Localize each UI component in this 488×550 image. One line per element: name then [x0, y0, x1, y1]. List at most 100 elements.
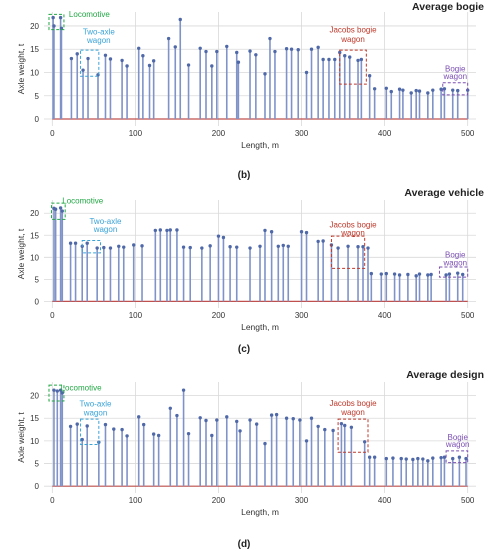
stem-marker — [417, 272, 422, 276]
stem-marker — [397, 87, 402, 91]
plot-area — [44, 12, 476, 126]
x-tick-label: 400 — [378, 311, 392, 320]
panel-caption: (d) — [238, 539, 251, 550]
stem-marker — [451, 456, 455, 461]
stem-marker — [426, 273, 430, 277]
annotation-box — [81, 240, 101, 254]
stem-marker — [225, 415, 229, 419]
y-axis-label: Axle weight, t — [16, 412, 26, 463]
stem-marker — [52, 388, 56, 392]
stem-marker — [343, 423, 347, 428]
stem-marker — [132, 243, 136, 247]
x-tick-label: 100 — [129, 129, 143, 138]
stem-marker — [208, 244, 212, 248]
stem-marker — [141, 422, 146, 427]
stem-marker — [103, 422, 108, 427]
stem-marker — [316, 424, 320, 429]
stem-marker — [339, 421, 344, 426]
stem-marker — [284, 416, 289, 420]
stem-marker — [58, 206, 63, 210]
annotation-label-line: wagon — [442, 72, 467, 81]
stem-marker — [117, 244, 121, 248]
stem-marker — [215, 49, 219, 54]
annotation-label: Bogie wagon — [442, 65, 467, 81]
x-tick-label: 300 — [295, 496, 309, 505]
stem-marker — [274, 412, 279, 417]
stem-marker — [51, 15, 55, 20]
stem-marker — [80, 437, 84, 442]
stem-marker — [429, 272, 433, 277]
stem-marker — [456, 271, 460, 275]
stem-marker — [343, 54, 347, 58]
stem-marker — [181, 388, 186, 392]
stem-marker — [52, 24, 56, 28]
annotation-label-line: wagon — [340, 35, 365, 44]
chart-panel-1: 0 100 200 300 400 500 0 5 10 15 20 Length, m Axle we… — [16, 1, 484, 181]
stem-marker — [140, 244, 144, 248]
y-axis-label: Axle weight, t — [16, 228, 26, 279]
stem-marker — [331, 428, 335, 433]
y-axis-label: Axle weight, t — [16, 43, 26, 94]
annotation-label-line: Jacobs bogie — [329, 220, 377, 229]
stem-marker — [421, 457, 425, 461]
stem-marker — [248, 49, 252, 53]
stem-marker — [86, 56, 90, 61]
stem-marker — [210, 433, 214, 438]
x-tick-label: 500 — [461, 311, 475, 320]
stem-marker — [186, 431, 191, 436]
stem-marker — [439, 87, 443, 91]
stem-marker — [384, 271, 388, 276]
stem-marker — [108, 246, 113, 250]
stem-marker — [186, 63, 191, 67]
stem-marker — [125, 434, 129, 438]
stem-marker — [238, 429, 242, 433]
x-tick-label: 100 — [129, 311, 143, 320]
stem-marker — [304, 70, 309, 75]
stem-marker — [69, 56, 74, 61]
stem-marker — [75, 52, 79, 56]
stem-marker — [404, 457, 408, 461]
stem-marker — [284, 47, 289, 51]
stem-marker — [125, 64, 129, 68]
stem-marker — [216, 234, 221, 238]
y-tick-label: 15 — [30, 45, 39, 54]
stem-marker — [447, 272, 452, 276]
stem-marker — [367, 455, 372, 459]
annotation-label: Jacobs bogie wagon — [329, 25, 377, 43]
y-tick-label: 15 — [30, 231, 39, 240]
stem-marker — [309, 47, 314, 51]
stem-marker — [426, 91, 430, 95]
stem-marker — [156, 433, 161, 438]
annotation-label: Two-axle wagon — [89, 217, 122, 234]
stem-marker — [235, 419, 239, 424]
stem-marker — [348, 55, 352, 59]
x-tick-label: 0 — [50, 496, 55, 505]
stem-marker — [299, 230, 304, 234]
stem-marker — [461, 272, 465, 277]
stem-marker — [362, 440, 367, 444]
y-tick-label: 5 — [35, 92, 40, 101]
stem-marker — [168, 228, 172, 232]
stem-marker — [188, 245, 192, 250]
annotation-label-line: wagon — [340, 229, 365, 238]
stem-marker — [304, 439, 309, 443]
stem-marker — [228, 245, 232, 249]
stem-marker — [349, 425, 354, 430]
stem-marker — [175, 228, 179, 232]
stem-marker — [55, 389, 59, 393]
stem-marker — [389, 89, 393, 94]
x-axis-label: Length, m — [241, 507, 279, 517]
stem-marker — [204, 49, 208, 54]
stem-marker — [333, 57, 337, 62]
annotation-label: Two-axle wagon — [83, 27, 116, 45]
annotation-label-line: wagon — [83, 409, 108, 418]
stem-marker — [321, 57, 325, 62]
stem-marker — [359, 57, 364, 62]
x-tick-label: 400 — [378, 496, 392, 505]
stem-marker — [397, 273, 402, 277]
stem-marker — [269, 413, 274, 417]
annotation-label: Bogie wagon — [442, 251, 467, 268]
stem-marker — [75, 422, 79, 426]
stem-marker — [173, 45, 177, 49]
